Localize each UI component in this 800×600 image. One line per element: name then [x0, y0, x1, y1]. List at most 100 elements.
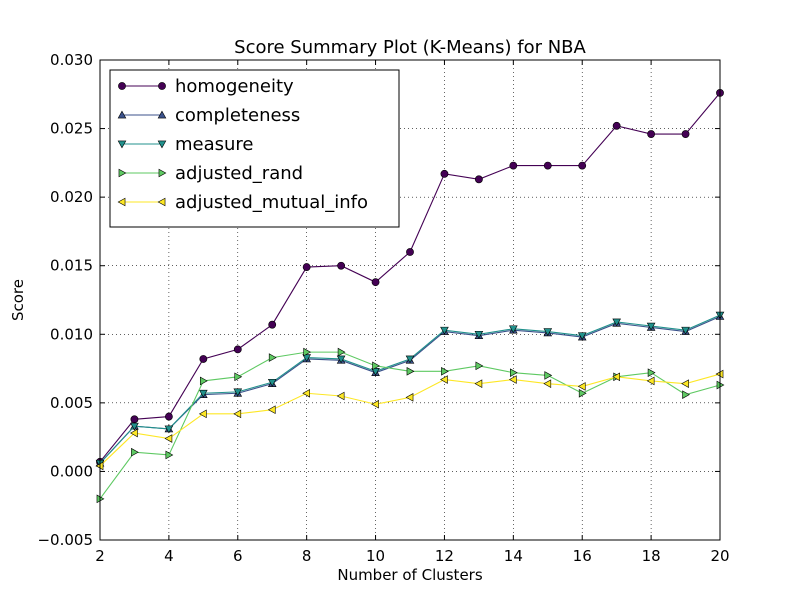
data-point	[303, 347, 312, 357]
data-point	[337, 261, 346, 270]
y-tick-label: 0.015	[50, 257, 93, 275]
y-tick-label: −0.005	[37, 531, 93, 549]
data-point	[372, 361, 380, 371]
legend-label: measure	[175, 134, 254, 155]
legend-marker	[117, 197, 126, 207]
legend-label: adjusted_rand	[175, 163, 303, 184]
legend-marker	[158, 82, 166, 90]
data-point	[544, 371, 553, 380]
legend-marker	[157, 197, 166, 207]
data-point	[406, 367, 415, 376]
data-point	[612, 121, 621, 130]
data-point	[199, 355, 208, 363]
data-point	[612, 372, 621, 382]
data-point	[371, 278, 380, 287]
data-point	[302, 263, 311, 271]
x-tick-label: 14	[504, 547, 523, 565]
data-point	[199, 389, 208, 398]
data-point	[199, 376, 208, 386]
data-point	[164, 425, 174, 434]
plot-frame	[99, 59, 721, 541]
legend-entry: adjusted_mutual_info	[117, 192, 368, 213]
data-point	[267, 405, 276, 415]
legend-entry: completeness	[117, 105, 300, 126]
data-point	[302, 388, 311, 398]
y-axis-title: Score	[9, 279, 27, 321]
data-point	[233, 345, 242, 354]
data-point	[130, 422, 139, 431]
data-point	[647, 368, 656, 377]
legend-marker	[158, 168, 167, 178]
data-point	[405, 355, 415, 364]
data-point	[474, 175, 483, 184]
data-point	[233, 388, 243, 397]
data-point	[681, 130, 690, 138]
data-point	[130, 428, 138, 438]
x-tick-label: 6	[233, 547, 243, 565]
legend-label: completeness	[175, 105, 300, 126]
x-tick-label: 4	[164, 547, 174, 565]
axis-ticks: 2 4 6 8 10 12 14 16 18 20 −0.005 0.000 0.005 0.010 0.0…	[37, 51, 729, 565]
legend-marker	[157, 140, 167, 149]
data-point	[509, 368, 518, 377]
data-point	[336, 355, 346, 364]
x-tick-label: 10	[366, 547, 385, 565]
legend-box	[109, 69, 400, 228]
data-point	[234, 372, 243, 382]
data-point	[681, 379, 689, 388]
data-point	[646, 376, 655, 386]
legend-marker	[117, 140, 127, 149]
x-tick-label: 2	[95, 547, 105, 565]
data-point	[543, 328, 553, 336]
data-point	[336, 391, 345, 401]
data-point	[406, 248, 414, 256]
data-point	[164, 434, 173, 443]
x-tick-label: 8	[302, 547, 312, 565]
data-point	[441, 367, 449, 376]
data-point	[440, 169, 449, 178]
data-point	[268, 320, 277, 329]
plot-series	[95, 89, 725, 504]
data-point	[578, 161, 587, 170]
data-point	[577, 382, 586, 391]
y-tick-label: 0.000	[50, 462, 93, 480]
series-homogeneity	[96, 89, 724, 466]
data-point	[371, 399, 379, 409]
data-point	[268, 353, 277, 362]
data-point	[577, 332, 587, 341]
series-adjusted_mutual_info	[95, 369, 724, 471]
data-point	[509, 325, 518, 334]
data-point	[337, 347, 346, 357]
data-point	[164, 412, 173, 421]
data-point	[646, 322, 656, 331]
legend-marker	[118, 168, 127, 178]
legend-marker	[118, 82, 126, 90]
data-point	[474, 330, 484, 339]
data-point	[612, 318, 621, 327]
data-point	[508, 375, 517, 384]
data-point	[198, 409, 207, 419]
data-point	[543, 161, 552, 170]
data-point	[578, 388, 587, 398]
x-axis-title: Number of Clusters	[337, 566, 482, 584]
legend-label: adjusted_mutual_info	[175, 192, 368, 213]
data-point	[233, 409, 242, 419]
data-point	[543, 379, 552, 388]
y-tick-label: 0.025	[50, 120, 93, 138]
data-point	[267, 378, 277, 387]
legend-entry: adjusted_rand	[118, 163, 303, 184]
data-point	[475, 361, 484, 371]
x-tick-label: 20	[710, 547, 729, 565]
data-point	[440, 326, 449, 335]
y-tick-label: 0.030	[50, 51, 93, 69]
data-point	[405, 393, 414, 402]
legend-label: homogeneity	[175, 76, 294, 97]
legend-marker	[157, 110, 167, 119]
legend-entry: homogeneity	[118, 76, 294, 97]
legend: homogeneity completeness measure adjusted_r…	[109, 69, 400, 228]
data-point	[165, 450, 174, 460]
chart-title: Score Summary Plot (K-Means) for NBA	[234, 37, 586, 58]
data-point	[647, 130, 656, 138]
x-tick-label: 12	[435, 547, 454, 565]
